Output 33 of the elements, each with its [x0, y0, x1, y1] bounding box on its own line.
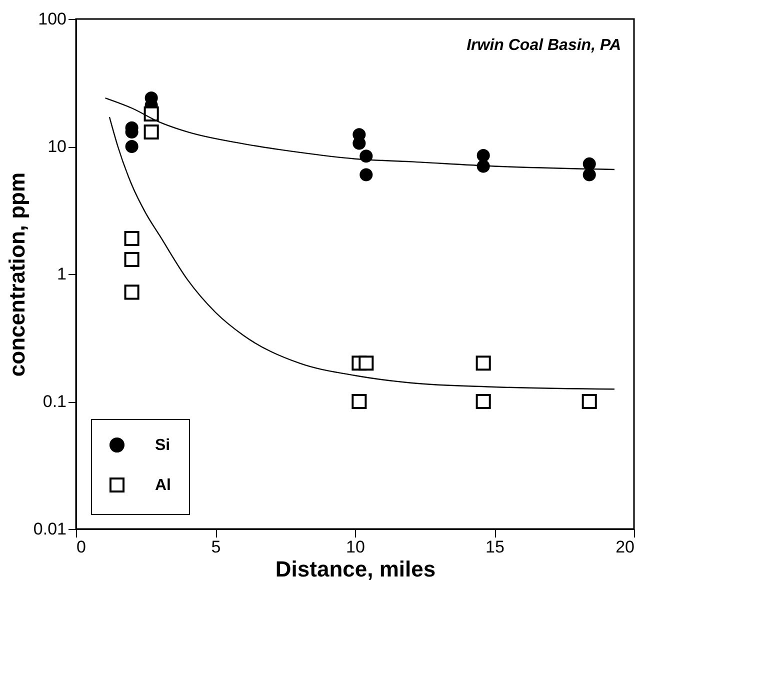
- y-axis-title: concentration, ppm: [4, 172, 30, 377]
- line-series: [108, 116, 616, 390]
- y-tick-label: 10: [48, 137, 66, 156]
- point: [582, 157, 596, 170]
- x-tick-label: 5: [211, 538, 221, 556]
- point: [360, 150, 373, 163]
- point: [352, 394, 367, 410]
- point: [124, 284, 140, 300]
- x-tick-label: 20: [616, 538, 634, 556]
- y-tick-label: 0.1: [42, 392, 66, 411]
- x-tick-label: 0: [76, 538, 86, 556]
- point: [358, 356, 374, 371]
- point: [476, 394, 491, 410]
- x-tick-label: 10: [346, 538, 365, 556]
- point: [124, 230, 140, 246]
- annotation: Irwin Coal Basin, PA: [466, 37, 621, 54]
- point: [144, 106, 159, 122]
- y-tick-label: 0.01: [33, 520, 66, 538]
- legend-label: Al: [155, 477, 171, 494]
- point: [144, 124, 159, 140]
- point: [125, 140, 138, 154]
- y-tick-label: 100: [38, 10, 66, 28]
- point: [124, 252, 140, 267]
- x-axis-title: Distance, miles: [275, 556, 436, 582]
- x-tick-label: 15: [486, 538, 504, 556]
- point: [360, 168, 373, 182]
- point: [582, 168, 596, 182]
- point: [476, 356, 491, 371]
- point: [476, 148, 490, 162]
- point: [352, 136, 366, 150]
- y-tick-label: 1: [57, 264, 66, 284]
- point: [582, 394, 597, 410]
- legend-label: Si: [155, 437, 170, 454]
